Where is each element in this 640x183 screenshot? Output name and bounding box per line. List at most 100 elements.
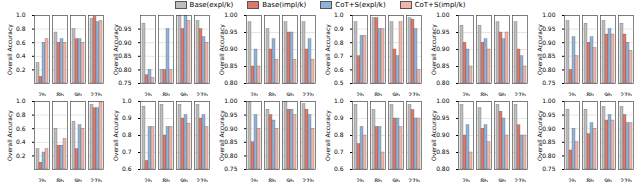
svg-text:0.80: 0.80 (436, 165, 450, 172)
svg-text:8b: 8b (162, 177, 170, 182)
svg-text:0.95: 0.95 (224, 28, 238, 35)
svg-text:Overall Accuracy: Overall Accuracy (218, 24, 226, 75)
svg-text:0.80: 0.80 (542, 152, 556, 159)
svg-text:0.90: 0.90 (542, 39, 556, 46)
svg-text:0.9: 0.9 (122, 114, 132, 121)
svg-text:8b: 8b (268, 177, 276, 182)
svg-text:0.90: 0.90 (436, 131, 450, 138)
svg-text:Overall Accuracy: Overall Accuracy (324, 24, 332, 75)
svg-text:27b: 27b (620, 177, 632, 182)
svg-text:0.6: 0.6 (16, 125, 26, 132)
svg-text:8b: 8b (480, 177, 488, 182)
svg-text:2b: 2b (568, 177, 576, 182)
svg-text:0.80: 0.80 (224, 79, 238, 86)
svg-text:0.90: 0.90 (542, 125, 556, 132)
svg-text:9b: 9b (604, 177, 612, 182)
svg-text:27b: 27b (90, 177, 102, 182)
svg-text:0.80: 0.80 (118, 66, 132, 73)
svg-text:0.2: 0.2 (16, 152, 26, 159)
svg-text:0.90: 0.90 (436, 45, 450, 52)
svg-text:27b: 27b (408, 177, 420, 182)
svg-text:Overall Accuracy: Overall Accuracy (112, 110, 120, 161)
svg-text:0.90: 0.90 (118, 39, 132, 46)
svg-text:1.0: 1.0 (16, 97, 26, 104)
svg-text:0.6: 0.6 (334, 165, 344, 172)
svg-text:0.4: 0.4 (16, 52, 26, 59)
svg-text:0.7: 0.7 (334, 148, 344, 155)
svg-text:1.0: 1.0 (122, 97, 132, 104)
svg-text:1.0: 1.0 (334, 11, 344, 18)
svg-text:0.75: 0.75 (224, 165, 238, 172)
svg-text:0.9: 0.9 (334, 25, 344, 32)
svg-text:27b: 27b (514, 177, 526, 182)
svg-text:1.00: 1.00 (436, 97, 450, 104)
svg-text:1.0: 1.0 (334, 97, 344, 104)
svg-text:2b: 2b (144, 177, 152, 182)
svg-text:0.95: 0.95 (224, 111, 238, 118)
svg-text:0.85: 0.85 (436, 148, 450, 155)
svg-text:1.00: 1.00 (224, 97, 238, 104)
svg-text:0.5: 0.5 (334, 79, 344, 86)
svg-text:0.6: 0.6 (334, 66, 344, 73)
svg-text:2b: 2b (356, 177, 364, 182)
svg-text:0.85: 0.85 (224, 62, 238, 69)
svg-text:Overall Accuracy: Overall Accuracy (430, 24, 438, 75)
svg-text:9b: 9b (498, 177, 506, 182)
svg-text:0.85: 0.85 (224, 138, 238, 145)
svg-text:0.85: 0.85 (436, 62, 450, 69)
svg-text:0.2: 0.2 (16, 66, 26, 73)
svg-text:0.8: 0.8 (16, 25, 26, 32)
svg-text:0.95: 0.95 (542, 25, 556, 32)
svg-text:0.85: 0.85 (542, 52, 556, 59)
svg-text:0.9: 0.9 (334, 114, 344, 121)
svg-text:Overall Accuracy: Overall Accuracy (112, 24, 120, 75)
svg-text:9b: 9b (392, 177, 400, 182)
svg-text:Overall Accuracy: Overall Accuracy (430, 110, 438, 161)
svg-text:27b: 27b (196, 177, 208, 182)
svg-text:2b: 2b (462, 177, 470, 182)
svg-text:27b: 27b (302, 177, 314, 182)
svg-text:Overall Accuracy: Overall Accuracy (536, 110, 544, 161)
svg-text:2b: 2b (250, 177, 258, 182)
svg-text:0.90: 0.90 (224, 125, 238, 132)
svg-text:0.95: 0.95 (542, 111, 556, 118)
svg-text:0.6: 0.6 (122, 165, 132, 172)
svg-text:8b: 8b (56, 177, 64, 182)
svg-text:0.90: 0.90 (224, 45, 238, 52)
svg-text:8b: 8b (586, 177, 594, 182)
svg-text:9b: 9b (286, 177, 294, 182)
svg-text:1.00: 1.00 (542, 97, 556, 104)
svg-text:0.80: 0.80 (436, 79, 450, 86)
svg-text:0.75: 0.75 (542, 165, 556, 172)
svg-text:0.95: 0.95 (436, 28, 450, 35)
svg-text:0.8: 0.8 (122, 131, 132, 138)
svg-text:9b: 9b (74, 177, 82, 182)
svg-text:0.80: 0.80 (224, 152, 238, 159)
svg-text:0.6: 0.6 (16, 39, 26, 46)
svg-text:2b: 2b (38, 177, 46, 182)
svg-text:0.85: 0.85 (118, 52, 132, 59)
svg-text:0.85: 0.85 (542, 138, 556, 145)
svg-text:1.0: 1.0 (16, 11, 26, 18)
svg-text:8b: 8b (374, 177, 382, 182)
svg-text:1.00: 1.00 (436, 11, 450, 18)
svg-text:0.8: 0.8 (334, 39, 344, 46)
svg-text:0.95: 0.95 (118, 25, 132, 32)
svg-text:0.80: 0.80 (542, 66, 556, 73)
svg-text:Overall Accuracy: Overall Accuracy (536, 24, 544, 75)
svg-text:1.00: 1.00 (224, 11, 238, 18)
svg-text:0.4: 0.4 (16, 138, 26, 145)
svg-text:Overall Accuracy: Overall Accuracy (6, 110, 14, 161)
svg-text:0.8: 0.8 (334, 131, 344, 138)
svg-text:Overall Accuracy: Overall Accuracy (6, 24, 14, 75)
svg-text:0.7: 0.7 (334, 52, 344, 59)
svg-text:0.7: 0.7 (122, 148, 132, 155)
svg-text:0.8: 0.8 (16, 111, 26, 118)
svg-text:Overall Accuracy: Overall Accuracy (218, 110, 226, 161)
svg-text:0.95: 0.95 (436, 114, 450, 121)
svg-text:0.75: 0.75 (542, 79, 556, 86)
svg-text:9b: 9b (180, 177, 188, 182)
svg-text:Overall Accuracy: Overall Accuracy (324, 110, 332, 161)
svg-text:1.00: 1.00 (542, 11, 556, 18)
svg-text:0.75: 0.75 (118, 79, 132, 86)
